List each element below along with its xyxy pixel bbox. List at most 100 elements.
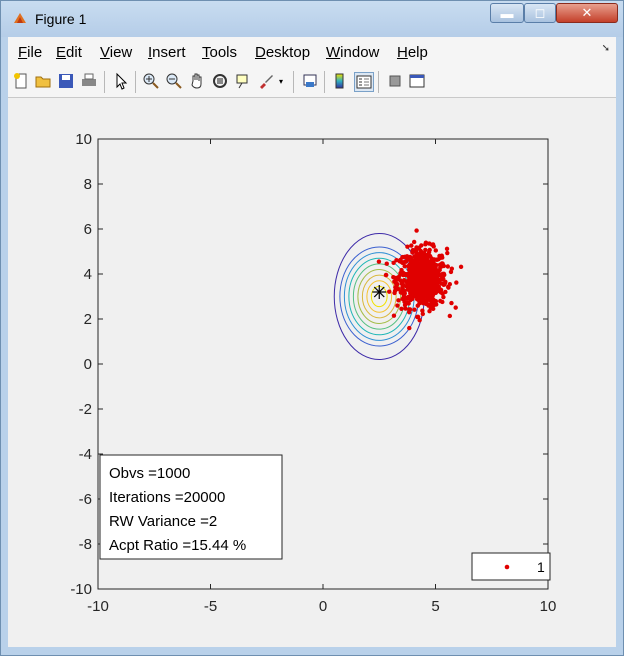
sample-point [447,313,453,319]
colorbar-icon[interactable] [331,72,349,90]
sample-point [411,293,416,299]
save-icon[interactable] [57,72,75,90]
sample-point [436,272,441,278]
menu-help[interactable]: Help [397,44,428,61]
toolbar-separator [135,71,136,93]
sample-point [413,276,418,282]
print-icon[interactable] [80,72,98,90]
menu-window[interactable]: Window [326,44,380,61]
pan-icon[interactable] [188,72,206,90]
x-tick-label: -5 [204,598,217,615]
zoom-in-icon[interactable] [142,72,160,90]
sample-point [427,263,432,269]
x-tick-label: 10 [540,598,557,615]
sample-point [422,292,428,297]
sample-point [420,261,425,267]
sample-point [445,250,450,256]
rotate-3d-icon[interactable] [211,72,229,90]
open-file-icon[interactable] [34,72,52,90]
menu-insert[interactable]: Insert [148,44,186,61]
figure-client-area: File Edit View Insert Tools Desktop Wind… [8,37,616,649]
y-tick-label: 0 [84,356,92,373]
zoom-out-icon[interactable] [165,72,183,90]
sample-point [415,285,420,291]
toolbar-separator [378,71,379,93]
sample-point [407,281,412,286]
toolbar-separator [104,71,105,93]
sample-point [443,289,448,295]
sample-point [417,295,423,300]
sample-point [458,264,464,270]
sample-point [429,284,435,289]
marker-stroke [373,286,385,298]
sample-point [408,258,413,264]
sample-point [413,271,419,276]
sample-point [426,250,432,255]
title-bar[interactable]: Figure 1 ▬ ◻ ✕ [1,1,623,37]
sample-point [412,307,417,312]
menu-edit[interactable]: Edit [56,44,82,61]
sample-point [433,281,438,286]
pointer-icon[interactable] [112,72,130,90]
textbox-line-acpt-ratio: Acpt Ratio =15.44 % [109,537,246,554]
sample-point [438,290,444,295]
sample-point [422,252,427,257]
sample-point [398,290,404,295]
sample-point [427,309,432,314]
sample-point [402,264,407,269]
sample-point [430,306,436,312]
sample-point [416,275,422,280]
brush-dropdown-icon[interactable]: ▾ [278,76,283,86]
legend-entry-label: 1 [537,559,545,575]
legend[interactable]: 1 [471,552,551,581]
contour-level [366,280,393,313]
minimize-icon: ▬ [500,5,514,21]
sample-point [423,240,429,245]
sample-point [418,248,424,254]
minimize-button[interactable]: ▬ [490,3,524,23]
figure-toolbar: ▾ [8,67,616,98]
sample-point [399,306,404,311]
brush-icon[interactable] [257,72,275,90]
sample-point [383,272,389,278]
menu-tools[interactable]: Tools [202,44,238,61]
matlab-logo-icon [14,13,26,23]
sample-point [410,250,415,255]
sample-point [422,277,427,283]
new-figure-icon[interactable] [12,72,30,90]
menu-overflow-icon[interactable]: ➘ [601,43,610,54]
show-plot-tools-icon[interactable] [408,72,426,90]
info-textbox[interactable]: Obvs =1000 Iterations =20000 RW Variance… [99,454,283,560]
x-tick-label: 0 [319,598,327,615]
sample-point [395,303,400,308]
data-cursor-icon[interactable] [234,72,252,90]
sample-point [413,248,419,254]
sample-point [393,285,398,290]
sample-point [414,245,419,250]
sample-point [440,276,446,281]
legend-icon[interactable] [354,72,374,92]
sample-point [400,255,405,260]
y-tick-label: -6 [79,491,92,508]
sample-point [431,244,436,249]
y-tick-label: -4 [79,446,92,463]
sample-point [445,264,451,269]
sample-point [416,261,422,267]
axes-plot[interactable]: -10 -5 0 5 10 -10 -8 -6 -4 -2 0 2 4 6 8 10 Obvs =1000 … [8,98,616,649]
hide-plot-tools-icon[interactable] [386,72,404,90]
y-tick-label: -2 [79,401,92,418]
sample-point [439,261,445,266]
sample-point [423,247,428,253]
menu-desktop[interactable]: Desktop [255,44,311,61]
sample-point [424,268,430,273]
maximize-button[interactable]: ◻ [524,3,556,23]
menu-view[interactable]: View [100,44,133,61]
maximize-icon: ◻ [534,5,546,20]
sample-point [442,272,447,278]
close-button[interactable]: ✕ [556,3,618,23]
sample-point [454,280,459,285]
menu-file[interactable]: File [18,44,43,61]
sample-point [446,285,451,290]
link-plot-icon[interactable] [301,72,319,90]
